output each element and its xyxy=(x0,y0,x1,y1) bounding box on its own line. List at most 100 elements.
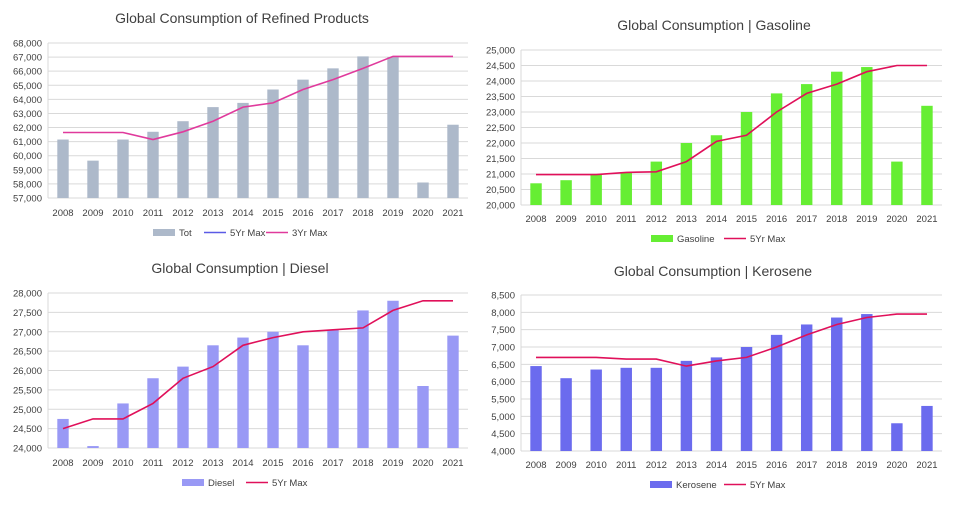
y-tick-label: 25,000 xyxy=(13,405,42,416)
x-tick-label: 2021 xyxy=(916,460,937,471)
legend-label: 3Yr Max xyxy=(292,228,328,239)
y-tick-label: 7,000 xyxy=(491,343,515,354)
bar-gasoline xyxy=(650,161,663,205)
x-tick-label: 2008 xyxy=(525,214,546,225)
bar-tot xyxy=(387,57,399,198)
bar-kerosene xyxy=(560,378,572,451)
bar-diesel xyxy=(237,337,249,448)
y-tick-label: 62,000 xyxy=(13,123,42,134)
bar-tot xyxy=(117,139,129,198)
x-tick-label: 2011 xyxy=(616,460,636,471)
legend-item: 5Yr Max xyxy=(724,480,786,491)
legend-swatch xyxy=(650,481,672,488)
y-tick-label: 27,000 xyxy=(13,327,42,338)
x-tick-label: 2012 xyxy=(646,214,667,225)
bar-diesel xyxy=(117,403,129,448)
y-tick-label: 27,500 xyxy=(13,308,42,319)
chart-title: Global Consumption of Refined Products xyxy=(115,10,369,26)
legend-label: Kerosene xyxy=(676,480,717,491)
y-tick-label: 4,500 xyxy=(491,429,515,440)
legend-swatch xyxy=(153,229,175,236)
legend-swatch xyxy=(182,479,204,486)
bar-gasoline xyxy=(800,84,813,205)
x-tick-label: 2011 xyxy=(143,208,163,219)
x-tick-label: 2014 xyxy=(232,458,253,469)
y-tick-label: 64,000 xyxy=(13,95,42,106)
x-tick-label: 2016 xyxy=(292,458,313,469)
legend-item: Gasoline xyxy=(651,234,715,245)
bar-kerosene xyxy=(861,314,873,451)
x-tick-label: 2019 xyxy=(382,208,403,219)
x-tick-label: 2016 xyxy=(292,208,313,219)
y-tick-label: 7,500 xyxy=(491,325,515,336)
bar-diesel xyxy=(387,300,399,448)
y-tick-label: 25,000 xyxy=(486,46,515,57)
bar-kerosene xyxy=(650,367,663,451)
line-5yr-max xyxy=(62,299,453,430)
x-tick-label: 2020 xyxy=(886,214,907,225)
x-tick-label: 2014 xyxy=(232,208,253,219)
bar-diesel xyxy=(267,331,279,448)
x-tick-label: 2010 xyxy=(586,460,607,471)
x-tick-label: 2021 xyxy=(916,214,937,225)
bar-tot xyxy=(297,79,309,198)
bar-gasoline xyxy=(620,172,632,205)
y-tick-label: 63,000 xyxy=(13,109,42,120)
legend-label: 5Yr Max xyxy=(750,480,786,491)
x-tick-label: 2011 xyxy=(143,458,163,469)
y-tick-label: 68,000 xyxy=(13,39,42,50)
y-tick-label: 57,000 xyxy=(13,194,42,205)
line-3yr-max xyxy=(63,55,453,141)
bar-diesel xyxy=(327,329,339,448)
x-tick-label: 2018 xyxy=(352,458,373,469)
bar-kerosene xyxy=(800,324,813,451)
legend-item: 5Yr Max xyxy=(246,478,308,489)
y-tick-label: 26,000 xyxy=(13,366,42,377)
bar-diesel xyxy=(417,386,429,448)
bar-kerosene xyxy=(831,317,843,451)
y-tick-label: 28,000 xyxy=(13,289,42,300)
x-tick-label: 2021 xyxy=(442,458,463,469)
y-tick-label: 20,000 xyxy=(486,201,515,212)
bar-diesel xyxy=(147,378,159,448)
x-tick-label: 2009 xyxy=(82,208,103,219)
x-tick-label: 2016 xyxy=(766,460,787,471)
y-tick-label: 22,000 xyxy=(486,139,515,150)
y-tick-label: 21,500 xyxy=(486,154,515,165)
x-tick-label: 2017 xyxy=(796,460,817,471)
chart-panel-3: Global Consumption | Diesel 24,000 24,500 2… xyxy=(13,260,468,489)
legend-item: Diesel xyxy=(182,478,234,489)
x-tick-label: 2013 xyxy=(202,208,223,219)
x-tick-label: 2019 xyxy=(382,458,403,469)
bar-kerosene xyxy=(710,357,723,451)
x-tick-label: 2017 xyxy=(796,214,817,225)
y-tick-label: 65,000 xyxy=(13,81,42,92)
x-tick-label: 2013 xyxy=(676,214,697,225)
y-tick-label: 22,500 xyxy=(486,123,515,134)
y-tick-label: 5,000 xyxy=(491,412,515,423)
legend-item: 3Yr Max xyxy=(266,228,328,239)
x-tick-label: 2008 xyxy=(525,460,546,471)
chart-title: Global Consumption | Diesel xyxy=(151,260,328,276)
bar-diesel xyxy=(177,366,189,448)
y-tick-label: 24,500 xyxy=(486,61,515,72)
y-tick-label: 20,500 xyxy=(486,185,515,196)
bar-tot xyxy=(237,102,249,198)
bar-diesel xyxy=(207,345,219,448)
x-tick-label: 2019 xyxy=(856,214,877,225)
y-tick-label: 61,000 xyxy=(13,137,42,148)
bar-tot xyxy=(147,131,159,198)
x-tick-label: 2021 xyxy=(442,208,463,219)
y-tick-label: 24,000 xyxy=(13,444,42,455)
bar-kerosene xyxy=(921,405,933,451)
bar-tot xyxy=(57,139,69,198)
x-tick-label: 2009 xyxy=(556,460,577,471)
legend-label: Tot xyxy=(179,228,192,239)
x-tick-label: 2020 xyxy=(412,208,433,219)
bar-kerosene xyxy=(620,367,632,451)
chart-panel-4: Global Consumption | Kerosene 4,000 4,500 5… xyxy=(491,263,942,491)
bar-gasoline xyxy=(590,174,602,205)
bar-gasoline xyxy=(710,135,723,205)
y-tick-label: 24,500 xyxy=(13,424,42,435)
y-tick-label: 67,000 xyxy=(13,53,42,64)
